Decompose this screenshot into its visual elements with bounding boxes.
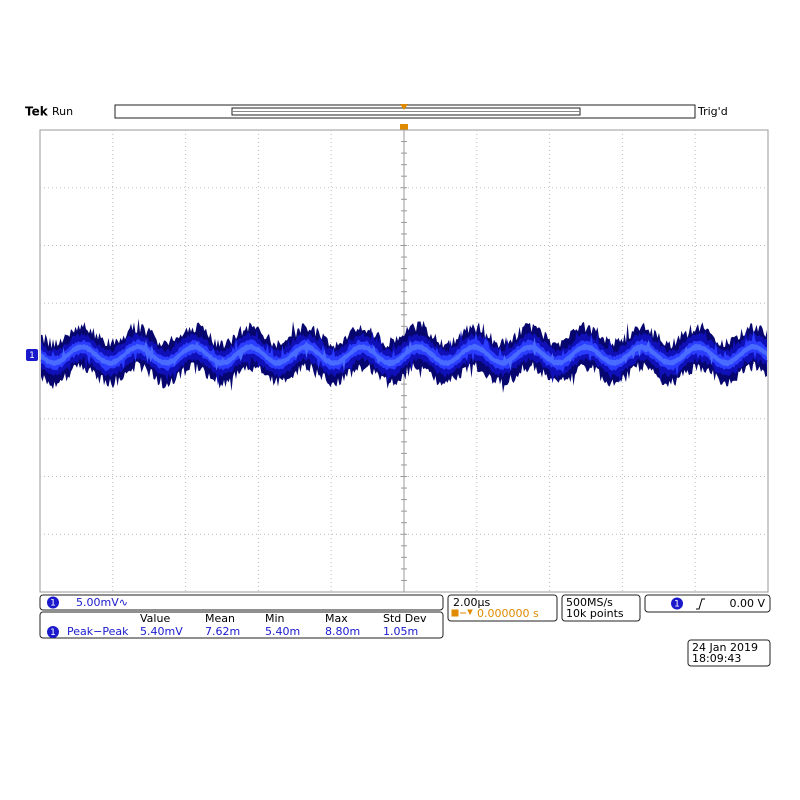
measurement-value: 8.80m bbox=[325, 625, 360, 638]
waveform bbox=[41, 318, 767, 393]
channel-icon-label: 1 bbox=[50, 599, 56, 609]
channel-marker bbox=[26, 349, 38, 361]
trigger-level: 0.00 V bbox=[729, 597, 765, 610]
trigger-state: Trig'd bbox=[697, 105, 728, 118]
timebase-scale: 2.00µs bbox=[453, 596, 490, 609]
timebase-box bbox=[447, 594, 558, 622]
measurement-header: Mean bbox=[205, 612, 235, 625]
timestamp-box bbox=[687, 639, 771, 667]
measurement-header: Std Dev bbox=[383, 612, 427, 625]
measurement-value: 5.40mV bbox=[140, 625, 183, 638]
measurement-label: Peak−Peak bbox=[67, 625, 129, 638]
trigger-source-label: 1 bbox=[674, 600, 680, 610]
channel-scale: 5.00mV∿ bbox=[76, 596, 128, 609]
measurement-channel-icon bbox=[47, 626, 59, 638]
trigger-source-icon bbox=[671, 597, 683, 610]
measurement-header: Value bbox=[140, 612, 170, 625]
measurement-value: 7.62m bbox=[205, 625, 240, 638]
measurement-value: 1.05m bbox=[383, 625, 418, 638]
channel-marker-label: 1 bbox=[29, 351, 35, 361]
measurement-header: Max bbox=[325, 612, 348, 625]
brand: Tek bbox=[25, 105, 49, 119]
measurement-box bbox=[39, 611, 444, 639]
trigger-position-icon bbox=[451, 609, 473, 617]
run-state: Run bbox=[52, 105, 73, 118]
trigger-pos-marker bbox=[400, 104, 408, 110]
record-length: 10k points bbox=[566, 607, 624, 620]
measurement-header: Min bbox=[265, 612, 285, 625]
channel-icon bbox=[47, 596, 59, 609]
measurement-value: 5.40m bbox=[265, 625, 300, 638]
waveform-center bbox=[41, 336, 767, 372]
channel-box bbox=[39, 594, 444, 611]
sample-rate: 500MS/s bbox=[566, 596, 613, 609]
timebase-position: 0.000000 s bbox=[477, 607, 539, 620]
measurement-channel-label: 1 bbox=[50, 628, 56, 638]
acquisition-box bbox=[561, 594, 641, 622]
date: 24 Jan 2019 bbox=[692, 641, 758, 654]
trigger-slope-icon bbox=[696, 598, 705, 610]
time: 18:09:43 bbox=[692, 652, 741, 665]
